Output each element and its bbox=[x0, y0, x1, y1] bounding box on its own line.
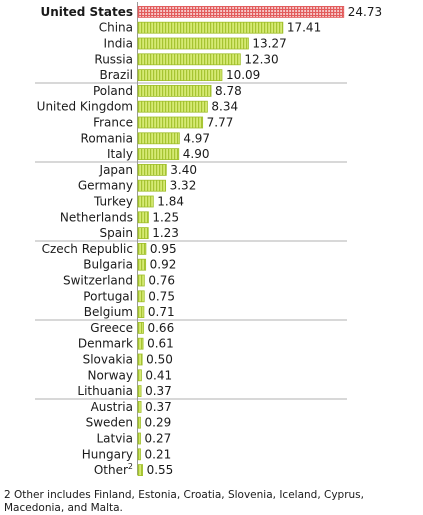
category-label-norway: Norway bbox=[87, 368, 133, 382]
category-label-lithuania: Lithuania bbox=[77, 384, 133, 398]
category-label-germany: Germany bbox=[78, 179, 133, 193]
bar-switzerland bbox=[137, 274, 145, 287]
bar-other bbox=[137, 464, 143, 477]
value-label-sweden: 0.29 bbox=[145, 416, 172, 430]
bar-portugal bbox=[137, 290, 145, 303]
value-label-other: 0.55 bbox=[147, 463, 174, 477]
value-label-romania: 4.97 bbox=[183, 131, 210, 145]
category-label-india: India bbox=[104, 37, 133, 51]
bar-chart: United States 24.73 China 17.41 India 13.27 Ru… bbox=[35, 2, 382, 477]
category-label-bulgaria: Bulgaria bbox=[83, 258, 133, 272]
bar-poland bbox=[137, 85, 212, 97]
category-label-czech-republic: Czech Republic bbox=[42, 242, 133, 256]
bar-united-states bbox=[137, 6, 345, 18]
bar-china bbox=[137, 21, 284, 34]
category-label-other: Other2 bbox=[94, 462, 133, 477]
bar-netherlands bbox=[137, 211, 149, 224]
bar-france bbox=[137, 116, 204, 129]
category-label-greece: Greece bbox=[90, 321, 133, 335]
bar-sweden bbox=[137, 416, 141, 429]
category-label-russia: Russia bbox=[94, 52, 133, 66]
category-label-portugal: Portugal bbox=[83, 289, 133, 303]
footnote: 2 Other includes Finland, Estonia, Croat… bbox=[4, 489, 364, 514]
category-label-slovakia: Slovakia bbox=[83, 353, 133, 367]
value-label-russia: 12.30 bbox=[244, 52, 278, 66]
category-label-netherlands: Netherlands bbox=[60, 210, 133, 224]
bar-india bbox=[137, 37, 249, 50]
bar-russia bbox=[137, 53, 241, 66]
category-label-poland: Poland bbox=[93, 84, 133, 98]
bar-lithuania bbox=[137, 385, 142, 398]
value-label-italy: 4.90 bbox=[183, 147, 210, 161]
value-label-czech-republic: 0.95 bbox=[150, 242, 177, 256]
bar-italy bbox=[137, 148, 180, 161]
category-label-china: China bbox=[99, 21, 133, 35]
value-label-greece: 0.66 bbox=[147, 321, 174, 335]
value-label-brazil: 10.09 bbox=[226, 68, 260, 82]
value-label-austria: 0.37 bbox=[145, 400, 172, 414]
value-label-united-states: 24.73 bbox=[348, 5, 382, 19]
bar-slovakia bbox=[137, 353, 143, 366]
value-label-norway: 0.41 bbox=[145, 368, 172, 382]
category-label-turkey: Turkey bbox=[93, 195, 133, 209]
value-label-spain: 1.23 bbox=[152, 226, 179, 240]
category-label-france: France bbox=[93, 116, 133, 130]
value-label-france: 7.77 bbox=[207, 116, 234, 130]
value-label-china: 17.41 bbox=[287, 21, 321, 35]
bar-bulgaria bbox=[137, 258, 147, 271]
bar-japan bbox=[137, 163, 167, 176]
value-label-portugal: 0.75 bbox=[148, 289, 175, 303]
category-label-sweden: Sweden bbox=[86, 416, 133, 430]
bar-hungary bbox=[137, 448, 141, 461]
category-label-denmark: Denmark bbox=[78, 337, 133, 351]
value-label-latvia: 0.27 bbox=[145, 432, 172, 446]
category-label-spain: Spain bbox=[99, 226, 133, 240]
value-label-bulgaria: 0.92 bbox=[150, 258, 177, 272]
bar-greece bbox=[137, 321, 144, 334]
bar-turkey bbox=[137, 195, 154, 208]
bar-czech-republic bbox=[137, 242, 147, 255]
bar-germany bbox=[137, 179, 167, 192]
value-label-hungary: 0.21 bbox=[145, 447, 172, 461]
category-label-romania: Romania bbox=[81, 131, 133, 145]
bar-spain bbox=[137, 227, 149, 240]
bar-romania bbox=[137, 132, 180, 145]
bar-austria bbox=[137, 400, 142, 413]
category-label-hungary: Hungary bbox=[82, 447, 133, 461]
value-label-slovakia: 0.50 bbox=[146, 353, 173, 367]
value-label-germany: 3.32 bbox=[170, 179, 197, 193]
category-label-japan: Japan bbox=[99, 163, 133, 177]
value-label-poland: 8.78 bbox=[215, 84, 242, 98]
category-label-united-kingdom: United Kingdom bbox=[37, 100, 133, 114]
value-label-united-kingdom: 8.34 bbox=[211, 100, 238, 114]
value-label-lithuania: 0.37 bbox=[145, 384, 172, 398]
value-label-india: 13.27 bbox=[252, 37, 286, 51]
category-label-italy: Italy bbox=[107, 147, 133, 161]
value-label-turkey: 1.84 bbox=[157, 195, 184, 209]
category-label-switzerland: Switzerland bbox=[63, 274, 133, 288]
bar-latvia bbox=[137, 432, 141, 445]
category-label-united-states: United States bbox=[40, 5, 133, 19]
bar-belgium bbox=[137, 306, 145, 319]
category-label-latvia: Latvia bbox=[96, 432, 133, 446]
value-label-switzerland: 0.76 bbox=[148, 274, 175, 288]
value-label-belgium: 0.71 bbox=[148, 305, 175, 319]
bar-brazil bbox=[137, 69, 223, 81]
value-label-netherlands: 1.25 bbox=[152, 210, 179, 224]
bar-norway bbox=[137, 369, 142, 382]
category-label-austria: Austria bbox=[91, 400, 133, 414]
bar-united-kingdom bbox=[137, 100, 208, 113]
category-label-brazil: Brazil bbox=[100, 68, 134, 82]
category-label-belgium: Belgium bbox=[84, 305, 133, 319]
bar-denmark bbox=[137, 337, 144, 350]
value-label-denmark: 0.61 bbox=[147, 337, 174, 351]
value-label-japan: 3.40 bbox=[170, 163, 197, 177]
